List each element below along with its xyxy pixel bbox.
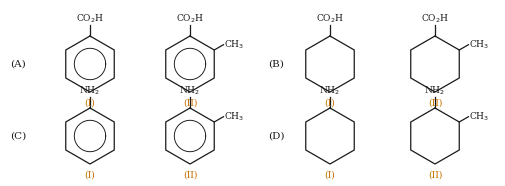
Text: CO$_2$H: CO$_2$H: [176, 12, 204, 25]
Text: (II): (II): [427, 99, 441, 108]
Text: CH$_3$: CH$_3$: [469, 110, 489, 123]
Text: NH$_2$: NH$_2$: [424, 84, 445, 97]
Text: (B): (B): [268, 60, 283, 68]
Text: (I): (I): [324, 171, 335, 180]
Text: CH$_3$: CH$_3$: [224, 110, 244, 123]
Text: NH$_2$: NH$_2$: [179, 84, 200, 97]
Text: (I): (I): [324, 99, 335, 108]
Text: (II): (II): [182, 171, 197, 180]
Text: CO$_2$H: CO$_2$H: [420, 12, 448, 25]
Text: CH$_3$: CH$_3$: [469, 39, 489, 51]
Text: (II): (II): [427, 171, 441, 180]
Text: NH$_2$: NH$_2$: [79, 84, 100, 97]
Text: (A): (A): [10, 60, 26, 68]
Text: (C): (C): [10, 132, 26, 140]
Text: (D): (D): [268, 132, 284, 140]
Text: CO$_2$H: CO$_2$H: [315, 12, 343, 25]
Text: CO$_2$H: CO$_2$H: [76, 12, 104, 25]
Text: NH$_2$: NH$_2$: [319, 84, 340, 97]
Text: (I): (I): [84, 99, 95, 108]
Text: (II): (II): [182, 99, 197, 108]
Text: CH$_3$: CH$_3$: [224, 39, 244, 51]
Text: (I): (I): [84, 171, 95, 180]
